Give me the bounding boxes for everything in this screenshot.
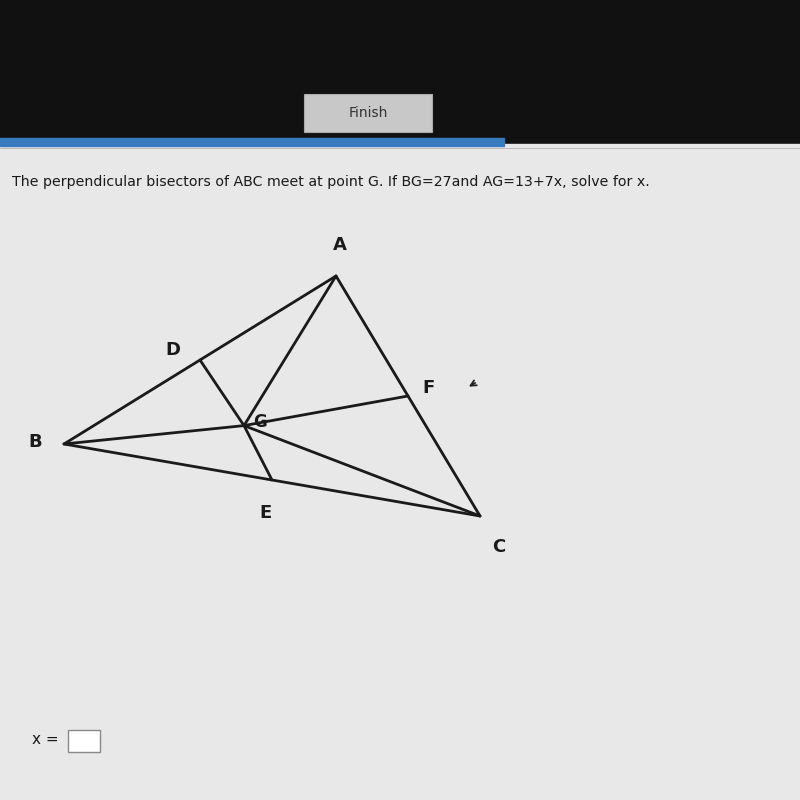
Text: C: C bbox=[492, 538, 506, 557]
Text: x =: x = bbox=[32, 733, 58, 747]
Bar bbox=[0, 144, 800, 800]
Text: The perpendicular bisectors of ABC meet at point G. If BG=27and AG=13+7x, solve : The perpendicular bisectors of ABC meet … bbox=[12, 175, 650, 190]
Text: F: F bbox=[422, 379, 434, 397]
Text: Finish: Finish bbox=[348, 106, 388, 120]
Text: D: D bbox=[165, 342, 180, 359]
Text: E: E bbox=[259, 504, 272, 522]
Bar bbox=[0, 138, 504, 146]
Bar bbox=[68, 730, 100, 752]
Text: G: G bbox=[254, 414, 267, 431]
Bar bbox=[304, 94, 432, 132]
Bar bbox=[0, 0, 800, 144]
Text: B: B bbox=[28, 433, 42, 450]
Text: A: A bbox=[333, 235, 347, 254]
